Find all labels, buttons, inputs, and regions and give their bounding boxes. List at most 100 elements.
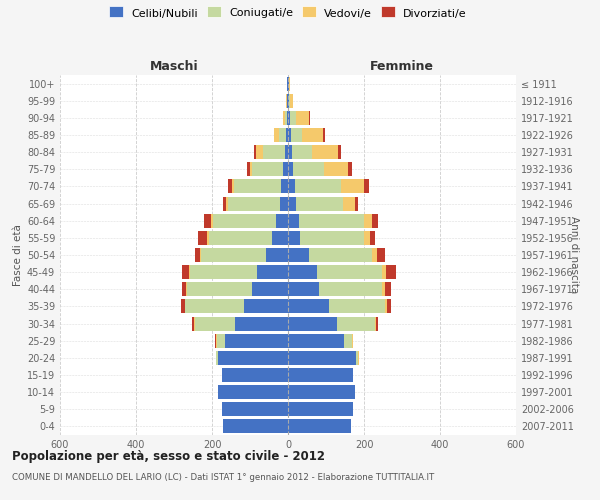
Bar bbox=[288, 145, 292, 159]
Bar bbox=[288, 196, 296, 210]
Bar bbox=[371, 214, 379, 228]
Bar bbox=[272, 231, 288, 245]
Bar bbox=[323, 128, 325, 142]
Bar bbox=[276, 214, 288, 228]
Bar bbox=[371, 248, 377, 262]
Bar bbox=[216, 334, 217, 347]
Bar bbox=[209, 231, 272, 245]
Bar bbox=[244, 300, 288, 314]
Bar bbox=[202, 248, 266, 262]
Bar bbox=[288, 162, 293, 176]
Bar bbox=[288, 282, 319, 296]
Text: Femmine: Femmine bbox=[370, 60, 434, 72]
Bar bbox=[311, 145, 338, 159]
Bar bbox=[281, 180, 288, 194]
Bar bbox=[283, 111, 285, 125]
Bar bbox=[285, 111, 287, 125]
Bar bbox=[288, 368, 353, 382]
Bar bbox=[211, 214, 213, 228]
Bar bbox=[274, 128, 278, 142]
Bar bbox=[195, 316, 235, 330]
Bar bbox=[385, 300, 387, 314]
Bar bbox=[382, 265, 386, 279]
Bar bbox=[341, 180, 364, 194]
Bar bbox=[343, 196, 355, 210]
Bar bbox=[288, 402, 353, 416]
Bar bbox=[288, 180, 295, 194]
Bar bbox=[186, 282, 187, 296]
Bar bbox=[349, 162, 352, 176]
Bar bbox=[288, 351, 356, 365]
Bar bbox=[198, 231, 208, 245]
Bar bbox=[376, 316, 377, 330]
Bar bbox=[288, 111, 290, 125]
Bar bbox=[352, 334, 353, 347]
Y-axis label: Anni di nascita: Anni di nascita bbox=[569, 216, 579, 294]
Bar bbox=[283, 162, 288, 176]
Bar bbox=[194, 316, 195, 330]
Bar bbox=[288, 76, 289, 90]
Bar bbox=[288, 94, 289, 108]
Bar bbox=[364, 214, 371, 228]
Bar bbox=[319, 282, 382, 296]
Bar bbox=[382, 282, 385, 296]
Y-axis label: Fasce di età: Fasce di età bbox=[13, 224, 23, 286]
Bar bbox=[364, 180, 368, 194]
Bar bbox=[289, 76, 290, 90]
Bar bbox=[288, 265, 317, 279]
Bar bbox=[288, 334, 344, 347]
Bar bbox=[247, 162, 250, 176]
Bar bbox=[287, 111, 288, 125]
Bar bbox=[288, 385, 355, 399]
Bar bbox=[364, 231, 370, 245]
Bar bbox=[370, 231, 376, 245]
Bar bbox=[215, 334, 216, 347]
Bar bbox=[288, 420, 350, 434]
Legend: Celibi/Nubili, Coniugati/e, Vedovi/e, Divorziati/e: Celibi/Nubili, Coniugati/e, Vedovi/e, Di… bbox=[109, 8, 467, 18]
Bar bbox=[286, 94, 287, 108]
Bar bbox=[337, 316, 374, 330]
Bar bbox=[226, 334, 288, 347]
Bar bbox=[187, 282, 252, 296]
Bar bbox=[257, 265, 288, 279]
Bar bbox=[226, 196, 229, 210]
Bar bbox=[252, 162, 283, 176]
Bar bbox=[385, 282, 391, 296]
Bar bbox=[302, 128, 323, 142]
Bar bbox=[288, 231, 300, 245]
Bar bbox=[309, 248, 371, 262]
Bar bbox=[280, 196, 288, 210]
Bar bbox=[266, 248, 288, 262]
Bar bbox=[287, 94, 288, 108]
Bar bbox=[288, 214, 299, 228]
Bar bbox=[250, 162, 252, 176]
Bar bbox=[386, 265, 396, 279]
Bar bbox=[254, 145, 256, 159]
Bar bbox=[296, 111, 309, 125]
Bar bbox=[295, 180, 341, 194]
Bar bbox=[288, 300, 329, 314]
Bar bbox=[263, 145, 285, 159]
Bar bbox=[194, 248, 200, 262]
Bar bbox=[290, 111, 296, 125]
Bar bbox=[317, 265, 382, 279]
Bar bbox=[338, 145, 341, 159]
Text: Popolazione per età, sesso e stato civile - 2012: Popolazione per età, sesso e stato civil… bbox=[12, 450, 325, 463]
Bar bbox=[228, 180, 232, 194]
Bar bbox=[182, 265, 189, 279]
Bar bbox=[355, 196, 358, 210]
Bar bbox=[182, 282, 186, 296]
Bar bbox=[217, 334, 226, 347]
Bar bbox=[292, 145, 311, 159]
Bar bbox=[285, 145, 288, 159]
Text: COMUNE DI MANDELLO DEL LARIO (LC) - Dati ISTAT 1° gennaio 2012 - Elaborazione TU: COMUNE DI MANDELLO DEL LARIO (LC) - Dati… bbox=[12, 472, 434, 482]
Bar bbox=[329, 300, 385, 314]
Bar bbox=[291, 128, 302, 142]
Bar bbox=[185, 300, 244, 314]
Bar bbox=[344, 334, 352, 347]
Text: Maschi: Maschi bbox=[149, 60, 199, 72]
Bar bbox=[374, 316, 376, 330]
Bar bbox=[205, 214, 211, 228]
Bar bbox=[300, 231, 364, 245]
Bar bbox=[356, 351, 358, 365]
